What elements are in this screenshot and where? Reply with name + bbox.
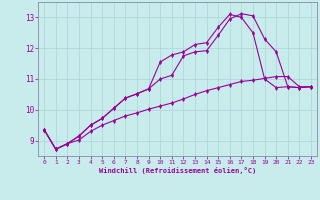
X-axis label: Windchill (Refroidissement éolien,°C): Windchill (Refroidissement éolien,°C) [99, 167, 256, 174]
